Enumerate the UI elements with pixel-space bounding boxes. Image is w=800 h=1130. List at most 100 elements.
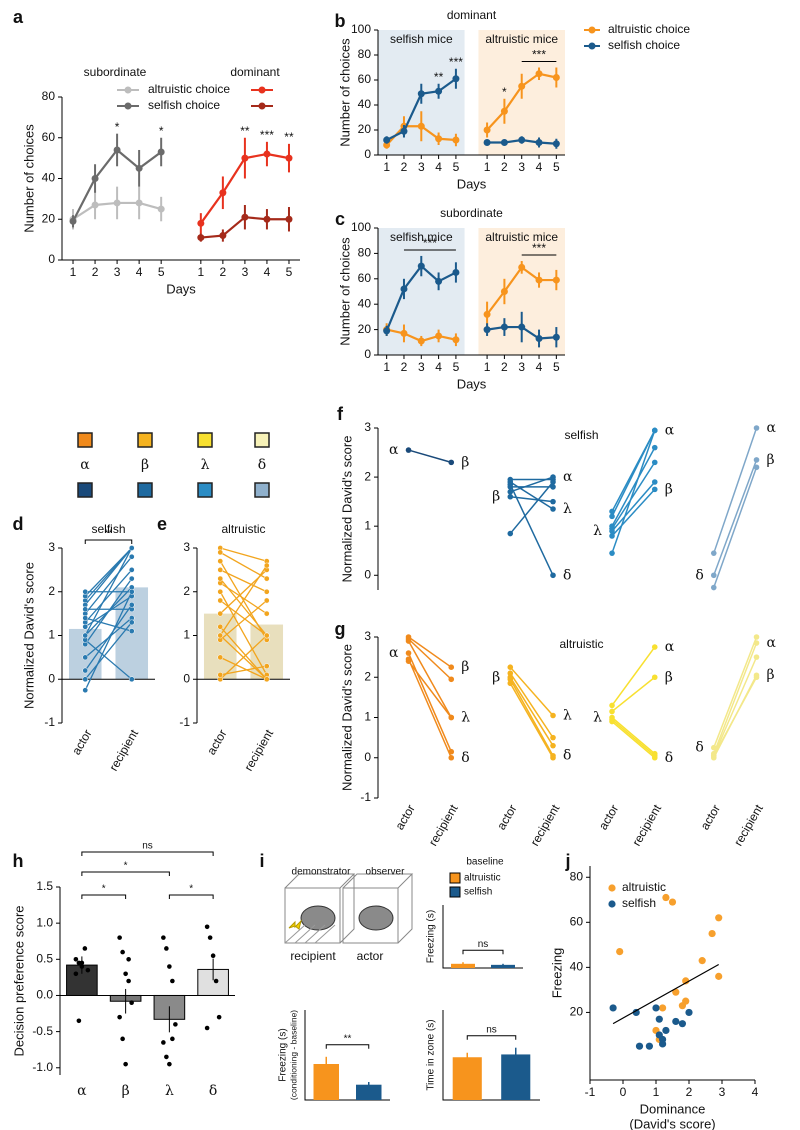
point	[550, 474, 556, 480]
point	[405, 650, 412, 656]
y-tick-label: 0	[364, 147, 371, 161]
point	[753, 640, 760, 646]
point	[507, 680, 514, 687]
point	[263, 610, 270, 617]
y-tick-label: 60	[42, 130, 56, 144]
axes	[442, 905, 523, 969]
pair-line	[509, 484, 554, 576]
point	[263, 663, 270, 669]
pair-line	[219, 626, 268, 680]
point	[157, 205, 165, 213]
x-tick-label: recipient	[106, 727, 141, 774]
x-tick-label: 1	[484, 160, 491, 174]
legend-marker	[124, 86, 132, 94]
point	[217, 567, 224, 573]
significance-label: *	[102, 884, 106, 895]
point	[217, 549, 224, 556]
point	[609, 702, 615, 709]
point	[753, 457, 760, 463]
rank-label: β	[461, 659, 469, 675]
point	[135, 199, 143, 207]
y-tick-label: 0	[364, 567, 371, 581]
x-tick-label: 2	[501, 360, 508, 374]
rank-label: α	[665, 422, 675, 438]
y-tick-label: 2	[183, 584, 190, 598]
rank-label: λ	[461, 710, 470, 726]
point	[651, 486, 658, 493]
y-tick-label: -1.0	[32, 1060, 53, 1074]
rank-label: β	[492, 489, 500, 505]
point	[672, 988, 680, 996]
point	[659, 1040, 667, 1048]
y-tick-label: 20	[42, 211, 56, 225]
point	[655, 1015, 663, 1023]
point	[552, 74, 560, 81]
point	[715, 972, 723, 980]
pair-line	[713, 459, 758, 576]
y-axis-title: Freezing	[549, 948, 564, 999]
x-tick-label: 3	[418, 360, 425, 374]
pair-line	[509, 676, 554, 747]
point	[263, 632, 270, 639]
x-tick-label: β	[122, 1083, 130, 1099]
x-tick-label: 3	[518, 160, 525, 174]
legend-marker	[588, 26, 596, 34]
pair-line	[407, 640, 452, 718]
point	[609, 718, 615, 725]
significance-label: ***	[532, 241, 546, 255]
point	[550, 479, 556, 485]
point	[659, 1004, 667, 1012]
panel-letter: f	[337, 404, 344, 424]
point	[678, 1020, 687, 1028]
y-tick-label: 0.5	[36, 951, 53, 965]
point	[685, 1008, 693, 1017]
point	[753, 425, 760, 431]
pair-line	[509, 678, 554, 757]
y-tick-label: -1	[44, 715, 55, 729]
y-axis-subtitle: (conditioning - baseline)	[288, 1010, 298, 1100]
point	[609, 528, 615, 534]
x-tick-label: 1	[383, 160, 390, 174]
rank-swatch	[197, 432, 213, 448]
point	[82, 588, 89, 595]
point	[164, 1054, 169, 1060]
panel-letter: e	[157, 514, 167, 534]
legend-marker	[124, 102, 132, 110]
rank-swatch	[137, 482, 153, 498]
y-axis-title: Normalized David's score	[339, 436, 354, 583]
point	[483, 326, 491, 334]
bar	[452, 1057, 482, 1100]
significance-label: *	[189, 884, 193, 895]
rank-label: λ	[563, 707, 572, 723]
y-tick-label: 80	[42, 89, 56, 103]
rank-label: β	[141, 457, 149, 473]
point	[682, 997, 690, 1005]
point	[651, 444, 658, 451]
point	[550, 484, 556, 490]
point	[651, 644, 658, 650]
legend-marker	[608, 884, 616, 892]
rank-label: δ	[563, 748, 571, 764]
point	[217, 575, 224, 582]
point	[82, 606, 89, 613]
pair-line	[611, 481, 656, 532]
y-tick-label: 1.5	[36, 879, 53, 893]
significance-label: *	[502, 85, 507, 99]
point	[448, 459, 455, 466]
point	[204, 924, 210, 930]
significance-label: **	[240, 124, 250, 138]
significance-bracket	[81, 851, 214, 856]
legend-marker	[588, 42, 596, 50]
legend-title: baseline	[466, 857, 504, 868]
x-tick-label: recipient	[528, 802, 563, 849]
significance-label: ***	[532, 48, 546, 62]
mouse	[358, 905, 394, 931]
y-tick-label: 1	[364, 518, 371, 532]
point	[483, 126, 491, 134]
x-tick-label: δ	[209, 1083, 217, 1099]
pair-line	[219, 600, 268, 641]
point	[417, 90, 425, 98]
point	[82, 654, 89, 661]
y-tick-label: 80	[570, 869, 584, 883]
x-tick-label: 1	[70, 265, 77, 279]
